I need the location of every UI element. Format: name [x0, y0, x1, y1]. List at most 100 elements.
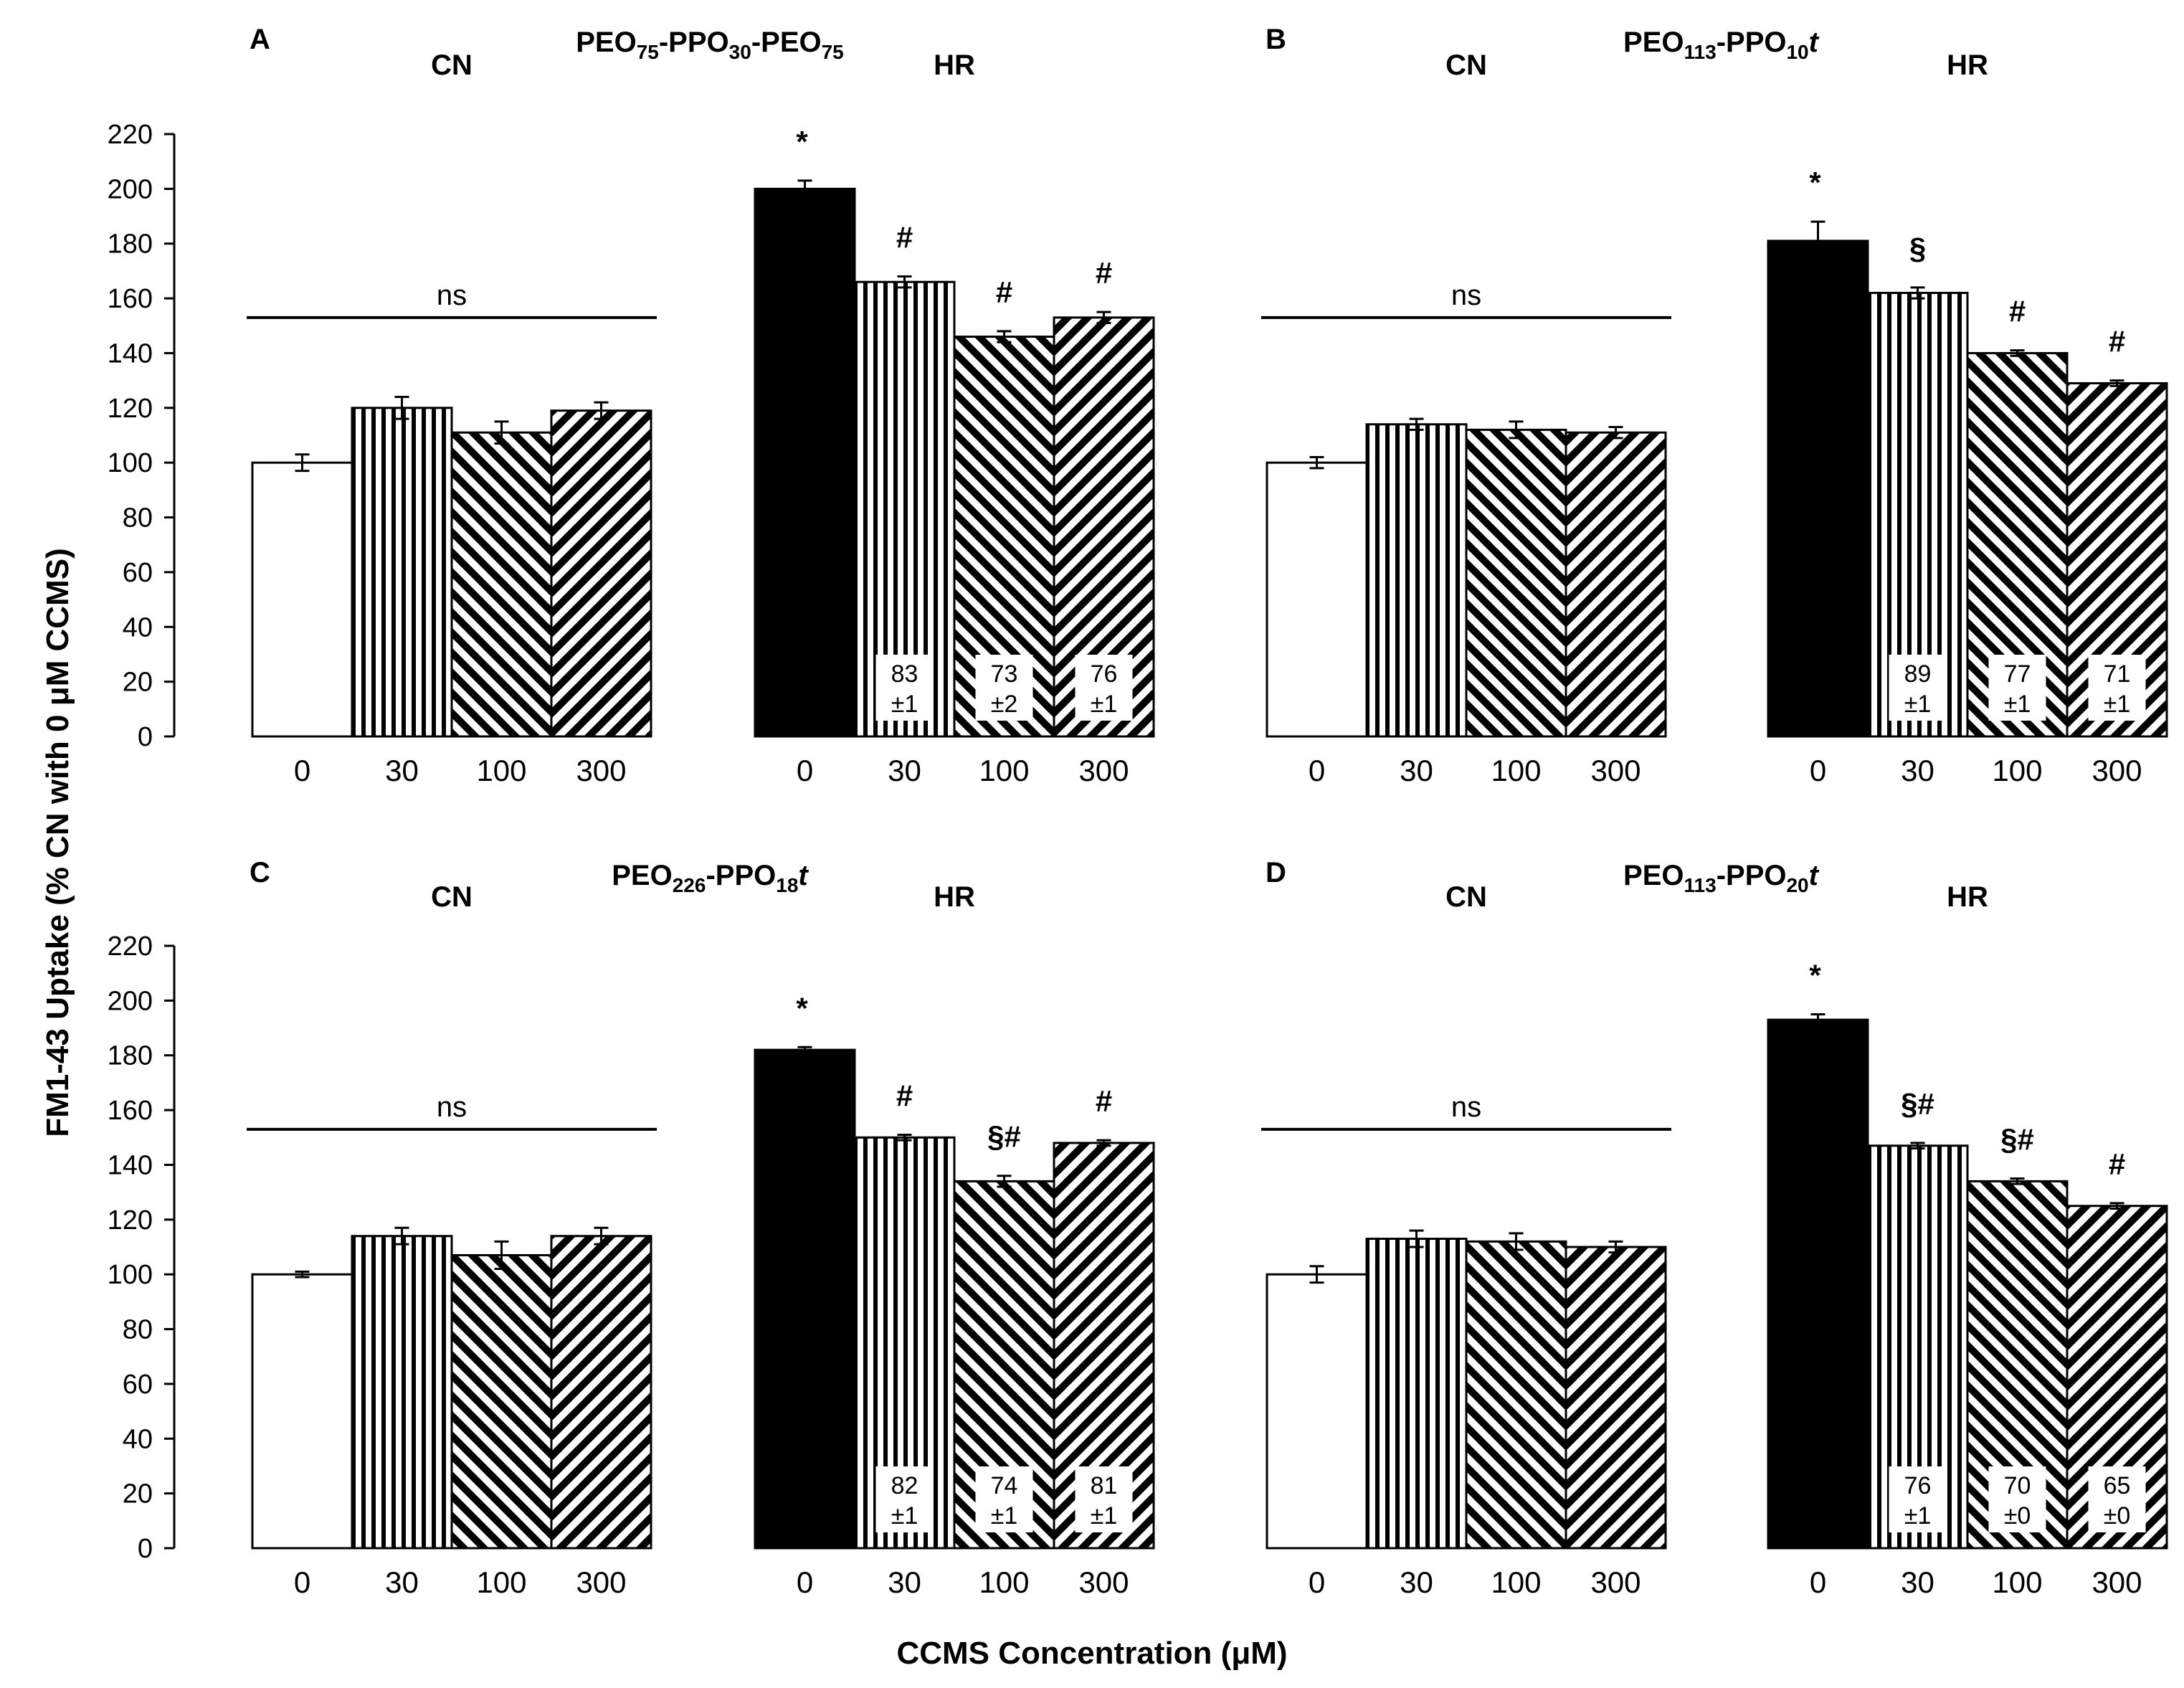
- bar-group-cn: CN 0 30 100 300 ns: [247, 881, 657, 1599]
- value-box-mean: 76: [1904, 1472, 1932, 1499]
- value-box-sem: ±1: [991, 1502, 1018, 1530]
- bar: [550, 1235, 652, 1550]
- y-tick-label: 200: [108, 174, 153, 204]
- group-label: HR: [1947, 49, 1988, 81]
- bar-group-cn: CN 0 30 100 300 ns: [1261, 49, 1671, 787]
- y-tick-label: 0: [138, 722, 153, 752]
- y-axis: 0 20 40 60 80 100 120 140 160 180 200 220: [108, 120, 176, 752]
- x-tick-label: 300: [1590, 754, 1641, 787]
- bar: [1465, 1240, 1567, 1550]
- significance-marker: §#: [2000, 1123, 2034, 1157]
- panel-C: C PEO226-PPO18t02040608010012014016018020…: [108, 857, 1155, 1599]
- significance-marker: #: [2109, 325, 2125, 359]
- value-box: 71±1: [2088, 655, 2146, 721]
- y-tick-label: 180: [108, 229, 153, 260]
- x-tick-label: 100: [1992, 754, 2042, 787]
- value-box-sem: ±0: [2104, 1502, 2131, 1530]
- significance-marker: §: [1909, 232, 1926, 265]
- title-subscript: 18: [776, 874, 798, 896]
- x-tick-label: 100: [476, 1565, 526, 1599]
- y-tick-label: 160: [108, 1096, 153, 1126]
- significance-marker: #: [896, 221, 913, 255]
- value-box-sem: ±1: [1904, 1502, 1932, 1530]
- significance-marker: #: [1096, 1084, 1112, 1118]
- value-box-bg: [1889, 1466, 1947, 1532]
- value-box: 76±1: [1075, 655, 1133, 721]
- x-tick-label: 300: [1590, 1565, 1641, 1599]
- significance-marker: #: [2109, 1147, 2125, 1181]
- title-subscript: 75: [637, 41, 659, 63]
- x-tick-label: 30: [385, 754, 419, 787]
- bar: [1565, 431, 1667, 738]
- panel-title: PEO113-PPO10t: [1623, 27, 1820, 63]
- value-box-bg: [1075, 1466, 1133, 1532]
- group-label: CN: [431, 49, 473, 81]
- group-label: HR: [934, 881, 975, 913]
- y-tick-label: 160: [108, 284, 153, 314]
- value-box-mean: 83: [891, 660, 918, 688]
- value-box-bg: [975, 1466, 1033, 1532]
- bar: [550, 409, 652, 738]
- bar: [1365, 1238, 1468, 1550]
- bar: [351, 1235, 453, 1550]
- x-tick-label: 300: [2092, 1565, 2142, 1599]
- bar: [1365, 423, 1468, 738]
- value-box-mean: 74: [991, 1472, 1018, 1499]
- bar: [1266, 1273, 1368, 1550]
- title-subscript: 226: [673, 874, 706, 896]
- bar: [754, 1048, 856, 1550]
- title-subscript: 75: [822, 41, 844, 63]
- value-box: 77±1: [1988, 655, 2046, 721]
- y-tick-label: 140: [108, 1150, 153, 1180]
- title-segment: t: [798, 860, 809, 891]
- y-axis: 0 20 40 60 80 100 120 140 160 180 200 220: [108, 931, 176, 1564]
- title-subscript: 30: [729, 41, 751, 63]
- y-tick-label: 20: [123, 668, 153, 698]
- bar: [450, 1253, 553, 1550]
- panel-title: PEO75-PPO30-PEO75: [576, 27, 844, 63]
- y-tick-label: 100: [108, 1260, 153, 1290]
- bar: [450, 431, 553, 738]
- x-tick-label: 300: [1078, 1565, 1129, 1599]
- group-label: CN: [431, 881, 473, 913]
- title-segment: t: [1809, 27, 1820, 58]
- y-tick-label: 60: [123, 558, 153, 588]
- value-box-mean: 70: [2004, 1472, 2031, 1499]
- bar: [1053, 1142, 1155, 1550]
- value-box-sem: ±2: [991, 691, 1018, 718]
- value-box: 81±1: [1075, 1466, 1133, 1532]
- x-tick-label: 100: [1491, 754, 1541, 787]
- title-subscript: 20: [1786, 874, 1808, 896]
- significance-marker: §#: [1901, 1087, 1934, 1121]
- value-box-bg: [1075, 655, 1133, 721]
- bar: [251, 1273, 353, 1550]
- x-tick-label: 100: [476, 754, 526, 787]
- title-segment: -PPO: [659, 27, 729, 58]
- x-tick-label: 300: [576, 754, 626, 787]
- value-box-mean: 73: [991, 660, 1018, 688]
- y-tick-label: 180: [108, 1041, 153, 1071]
- value-box-bg: [875, 1466, 934, 1532]
- x-tick-label: 100: [979, 1565, 1029, 1599]
- x-tick-label: 300: [2092, 754, 2142, 787]
- x-tick-label: 300: [576, 1565, 626, 1599]
- value-box-bg: [875, 655, 934, 721]
- y-tick-label: 20: [123, 1479, 153, 1509]
- x-tick-label: 30: [1901, 754, 1934, 787]
- bar: [1465, 428, 1567, 738]
- x-tick-label: 100: [979, 754, 1029, 787]
- y-tick-label: 100: [108, 448, 153, 478]
- y-tick-label: 220: [108, 931, 153, 962]
- significance-marker: *: [796, 125, 808, 158]
- significance-marker: #: [1096, 256, 1112, 290]
- value-box-mean: 81: [1091, 1472, 1118, 1499]
- significance-marker: *: [1809, 166, 1821, 199]
- bar: [754, 187, 856, 738]
- y-tick-label: 40: [123, 1424, 153, 1454]
- value-box-sem: ±1: [1091, 1502, 1118, 1530]
- value-box-sem: ±1: [2104, 691, 2131, 718]
- group-label: HR: [934, 49, 975, 81]
- value-box-mean: 82: [891, 1472, 918, 1499]
